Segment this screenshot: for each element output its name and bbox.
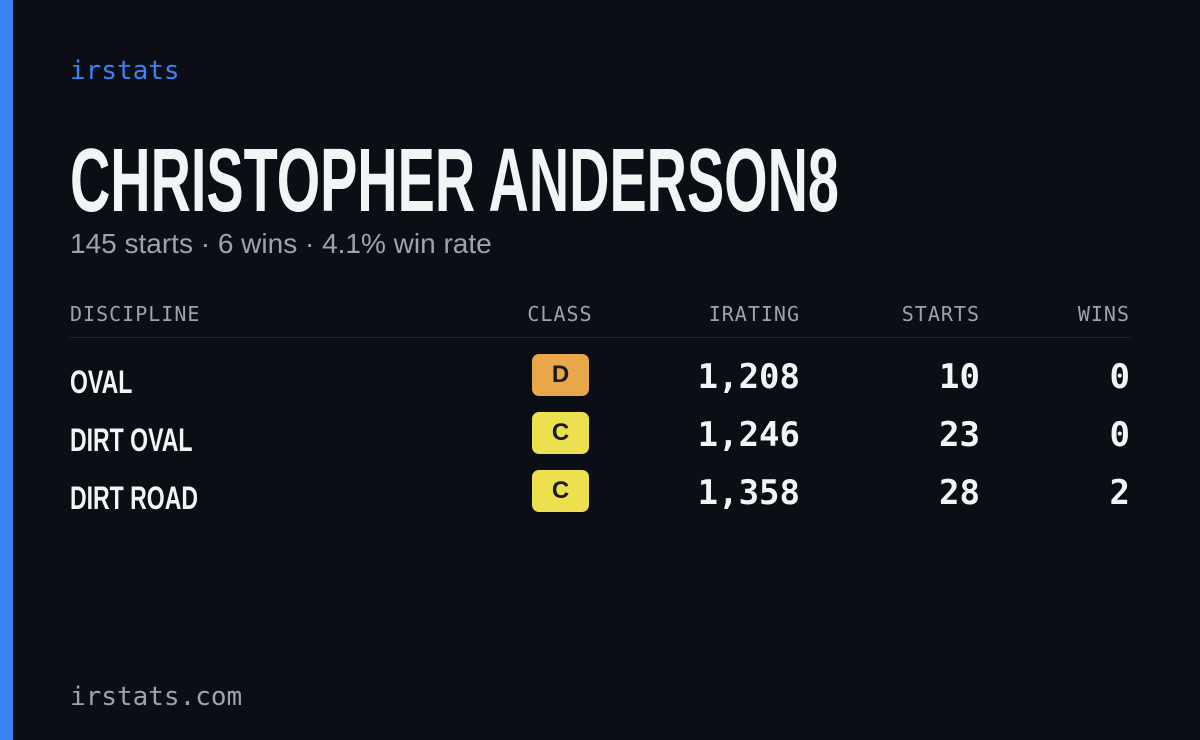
- starts: 10: [939, 357, 980, 397]
- class-badge: C: [532, 412, 589, 454]
- irating: 1,208: [697, 357, 800, 397]
- column-header: CLASS: [527, 302, 593, 326]
- header-rule: [70, 337, 1130, 338]
- brand: irstats: [70, 56, 180, 86]
- column-header: WINS: [1077, 302, 1130, 326]
- class-badge: D: [532, 354, 589, 396]
- footer-url: irstats.com: [70, 682, 243, 712]
- column-header: IRATING: [708, 302, 800, 326]
- discipline: OVAL: [70, 364, 133, 400]
- discipline: DIRT ROAD: [70, 480, 198, 516]
- wins: 2: [1109, 473, 1130, 513]
- column-header: STARTS: [901, 302, 980, 326]
- irating: 1,358: [697, 473, 800, 513]
- wins: 0: [1109, 357, 1130, 397]
- irating: 1,246: [697, 415, 800, 455]
- starts: 28: [939, 473, 980, 513]
- column-header: DISCIPLINE: [70, 302, 201, 326]
- discipline: DIRT OVAL: [70, 422, 193, 458]
- class-badge: C: [532, 470, 589, 512]
- driver-name: CHRISTOPHER ANDERSON8: [70, 131, 839, 231]
- starts: 23: [939, 415, 980, 455]
- summary: 145 starts · 6 wins · 4.1% win rate: [70, 228, 492, 259]
- wins: 0: [1109, 415, 1130, 455]
- accent-bar: [0, 0, 13, 740]
